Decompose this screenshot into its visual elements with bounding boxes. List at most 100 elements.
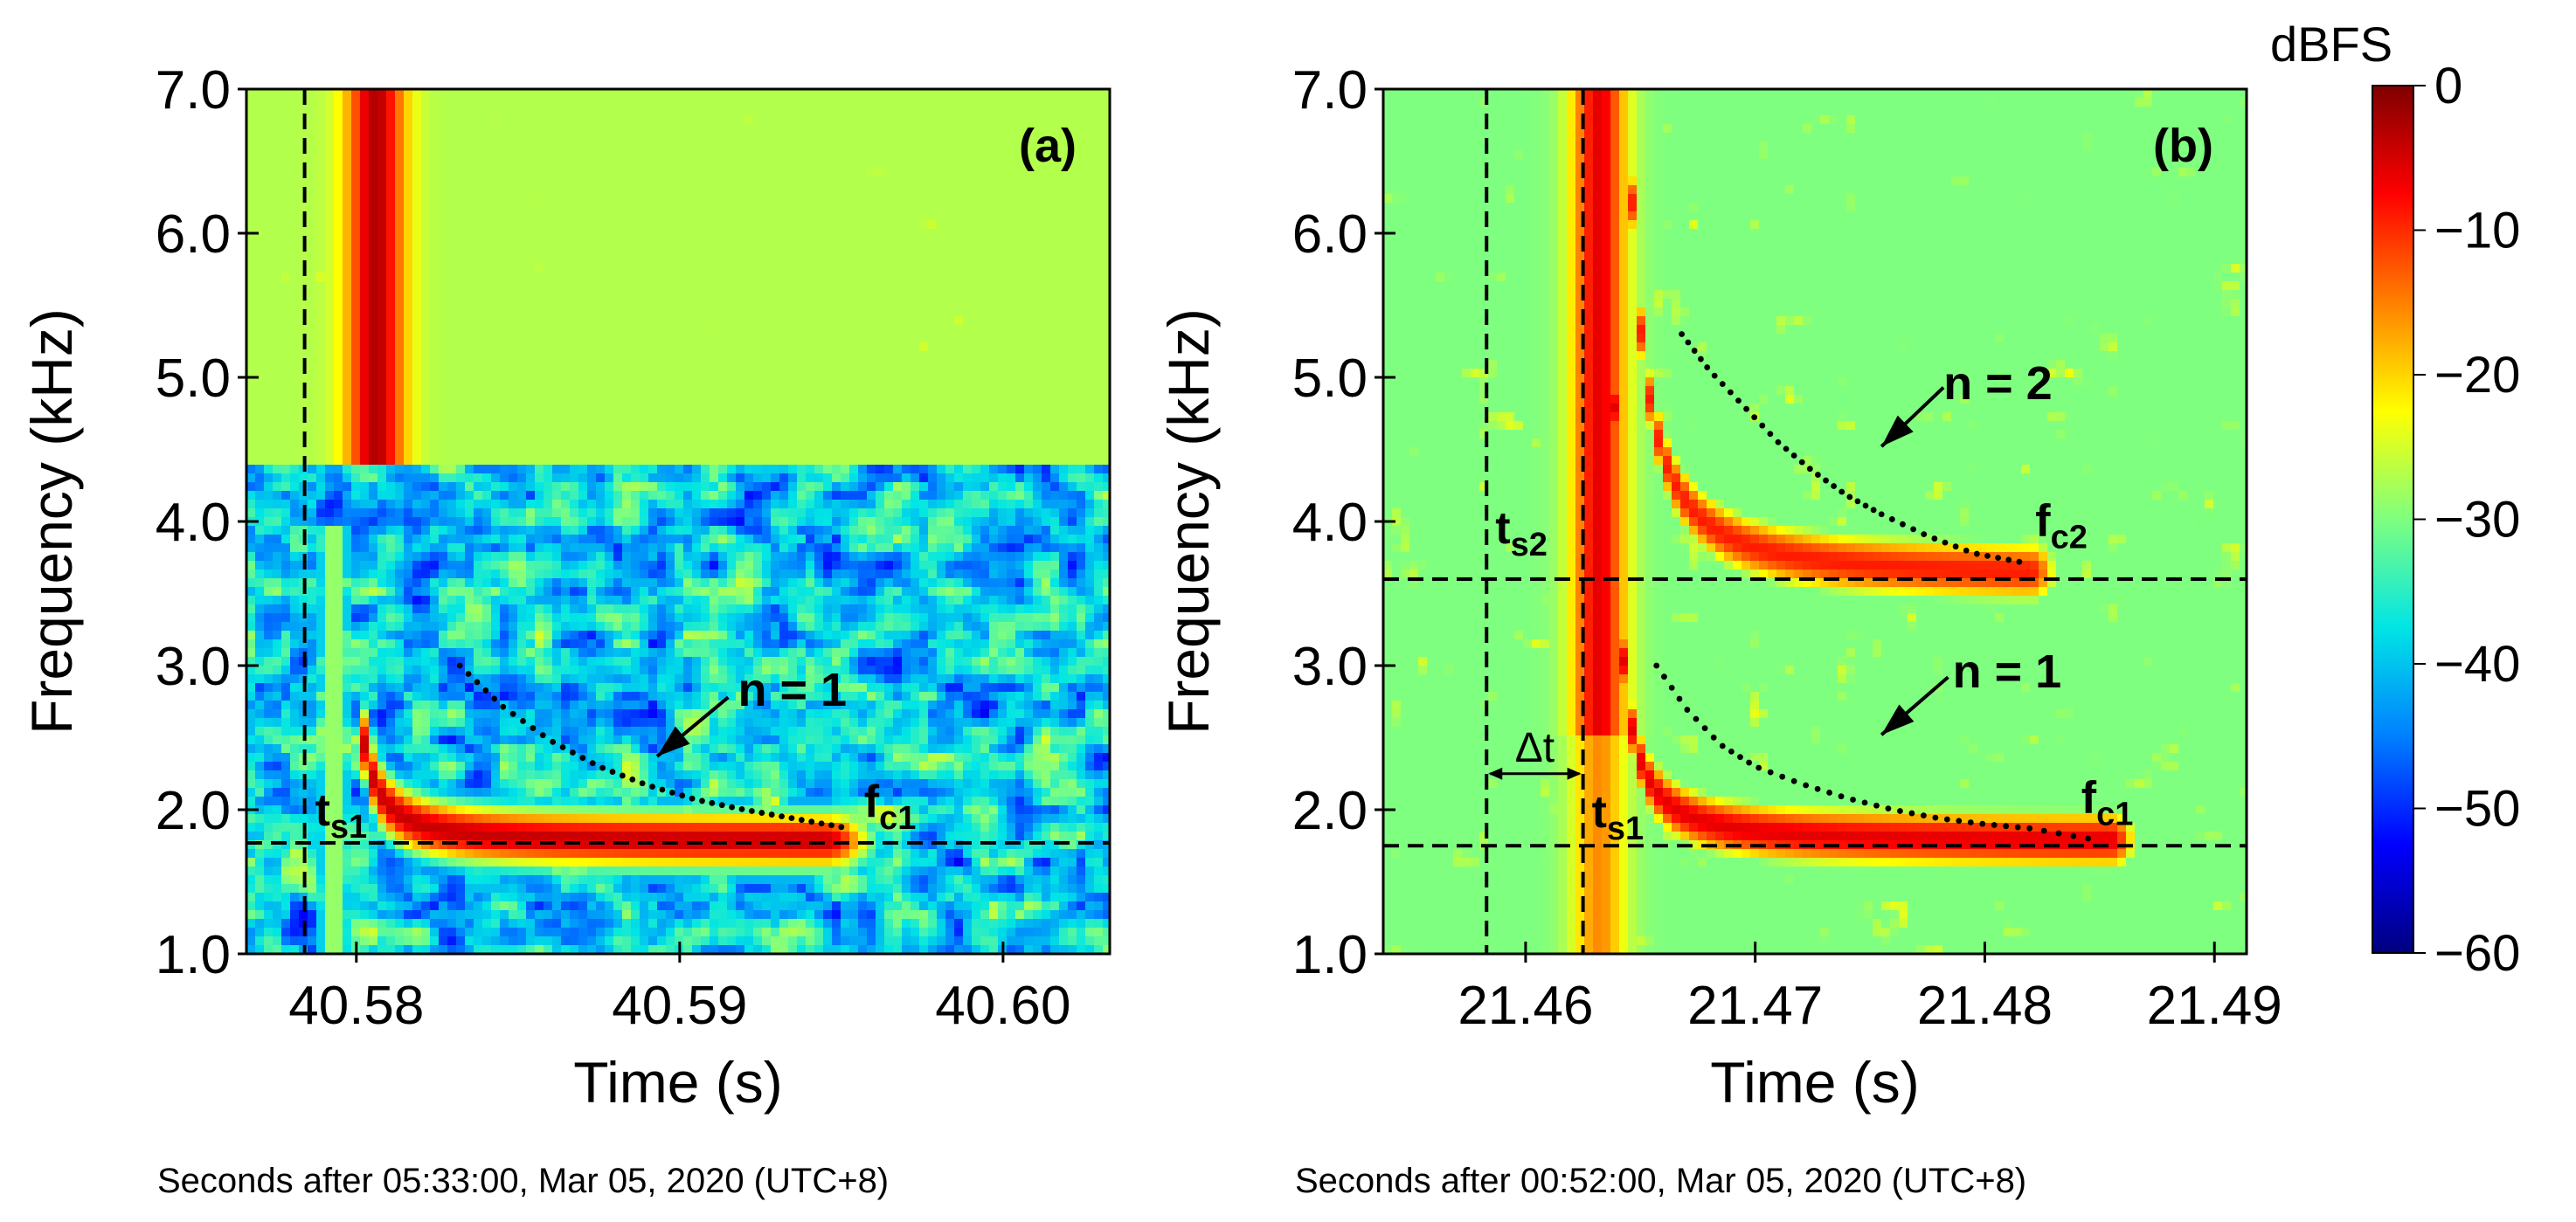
heatmap-cell	[648, 168, 658, 177]
heatmap-cell	[631, 753, 641, 763]
heatmap-cell	[631, 412, 641, 422]
heatmap-cell	[587, 692, 597, 701]
heatmap-cell	[325, 666, 335, 675]
heatmap-cell	[386, 491, 396, 501]
heatmap-cell	[290, 142, 300, 151]
heatmap-cell	[526, 535, 536, 544]
heatmap-cell	[657, 342, 667, 352]
heatmap-cell	[430, 622, 440, 632]
heatmap-cell	[316, 639, 326, 649]
heatmap-cell	[404, 500, 413, 509]
heatmap-cell	[395, 901, 405, 911]
heatmap-cell	[683, 115, 693, 125]
heatmap-cell	[587, 98, 597, 107]
heatmap-cell	[377, 465, 387, 474]
heatmap-cell	[447, 473, 457, 483]
heatmap-cell	[316, 185, 326, 195]
heatmap-cell	[334, 849, 343, 859]
heatmap-cell	[482, 246, 492, 256]
heatmap-cell	[675, 718, 684, 728]
heatmap-cell	[657, 858, 667, 867]
heatmap-cell	[377, 255, 387, 265]
heatmap-cell	[482, 299, 492, 308]
heatmap-cell	[596, 805, 606, 815]
heatmap-cell	[587, 744, 597, 754]
heatmap-cell	[631, 115, 641, 125]
heatmap-cell	[544, 657, 553, 666]
heatmap-cell	[500, 124, 509, 134]
heatmap-cell	[605, 246, 614, 256]
heatmap-cell	[640, 307, 649, 317]
heatmap-cell	[465, 762, 474, 771]
heatmap-cell	[281, 910, 291, 920]
heatmap-cell	[255, 727, 265, 736]
heatmap-cell	[675, 316, 684, 326]
heatmap-cell	[351, 395, 361, 404]
heatmap-cell	[657, 203, 667, 212]
heatmap-cell	[412, 386, 422, 396]
heatmap-cell	[281, 901, 291, 911]
heatmap-cell	[273, 805, 282, 815]
heatmap-cell	[273, 866, 282, 876]
heatmap-cell	[605, 185, 614, 195]
heatmap-cell	[587, 631, 597, 640]
heatmap-cell	[360, 299, 370, 308]
heatmap-cell	[561, 142, 571, 151]
heatmap-cell	[561, 604, 571, 614]
heatmap-cell	[596, 840, 606, 850]
heatmap-cell	[456, 639, 466, 649]
heatmap-cell	[281, 674, 291, 684]
heatmap-cell	[369, 273, 378, 282]
heatmap-cell	[526, 893, 536, 902]
heatmap-cell	[482, 185, 492, 195]
heatmap-cell	[596, 945, 606, 954]
heatmap-cell	[482, 107, 492, 116]
heatmap-cell	[421, 500, 431, 509]
heatmap-cell	[308, 176, 317, 186]
heatmap-cell	[482, 587, 492, 597]
heatmap-cell	[666, 718, 675, 728]
heatmap-cell	[351, 753, 361, 763]
heatmap-cell	[369, 674, 378, 684]
heatmap-cell	[360, 133, 370, 142]
heatmap-cell	[474, 290, 483, 300]
heatmap-cell	[517, 578, 527, 588]
heatmap-cell	[561, 176, 571, 186]
heatmap-cell	[404, 508, 413, 518]
heatmap-cell	[605, 351, 614, 361]
heatmap-cell	[517, 622, 527, 632]
heatmap-cell	[386, 587, 396, 597]
heatmap-cell	[281, 386, 291, 396]
heatmap-cell	[334, 307, 343, 317]
heatmap-cell	[456, 369, 466, 378]
heatmap-cell	[605, 98, 614, 107]
heatmap-cell	[316, 98, 326, 107]
heatmap-cell	[500, 849, 509, 859]
heatmap-cell	[421, 692, 431, 701]
heatmap-cell	[517, 814, 527, 824]
heatmap-cell	[578, 185, 588, 195]
heatmap-cell	[535, 535, 544, 544]
heatmap-cell	[412, 316, 422, 326]
heatmap-cell	[386, 727, 396, 736]
heatmap-cell	[657, 875, 667, 885]
heatmap-cell	[570, 203, 579, 212]
heatmap-cell	[509, 552, 518, 562]
heatmap-cell	[509, 508, 518, 518]
heatmap-cell	[351, 709, 361, 719]
heatmap-cell	[596, 875, 606, 885]
heatmap-cell	[526, 875, 536, 885]
heatmap-cell	[439, 176, 448, 186]
heatmap-cell	[517, 124, 527, 134]
heatmap-cell	[561, 596, 571, 605]
heatmap-cell	[290, 185, 300, 195]
heatmap-cell	[631, 735, 641, 745]
heatmap-cell	[395, 342, 405, 352]
heatmap-cell	[631, 928, 641, 937]
heatmap-cell	[308, 604, 317, 614]
heatmap-cell	[578, 823, 588, 832]
heatmap-cell	[290, 814, 300, 824]
heatmap-cell	[605, 910, 614, 920]
heatmap-cell	[613, 456, 623, 466]
heatmap-cell	[578, 622, 588, 632]
